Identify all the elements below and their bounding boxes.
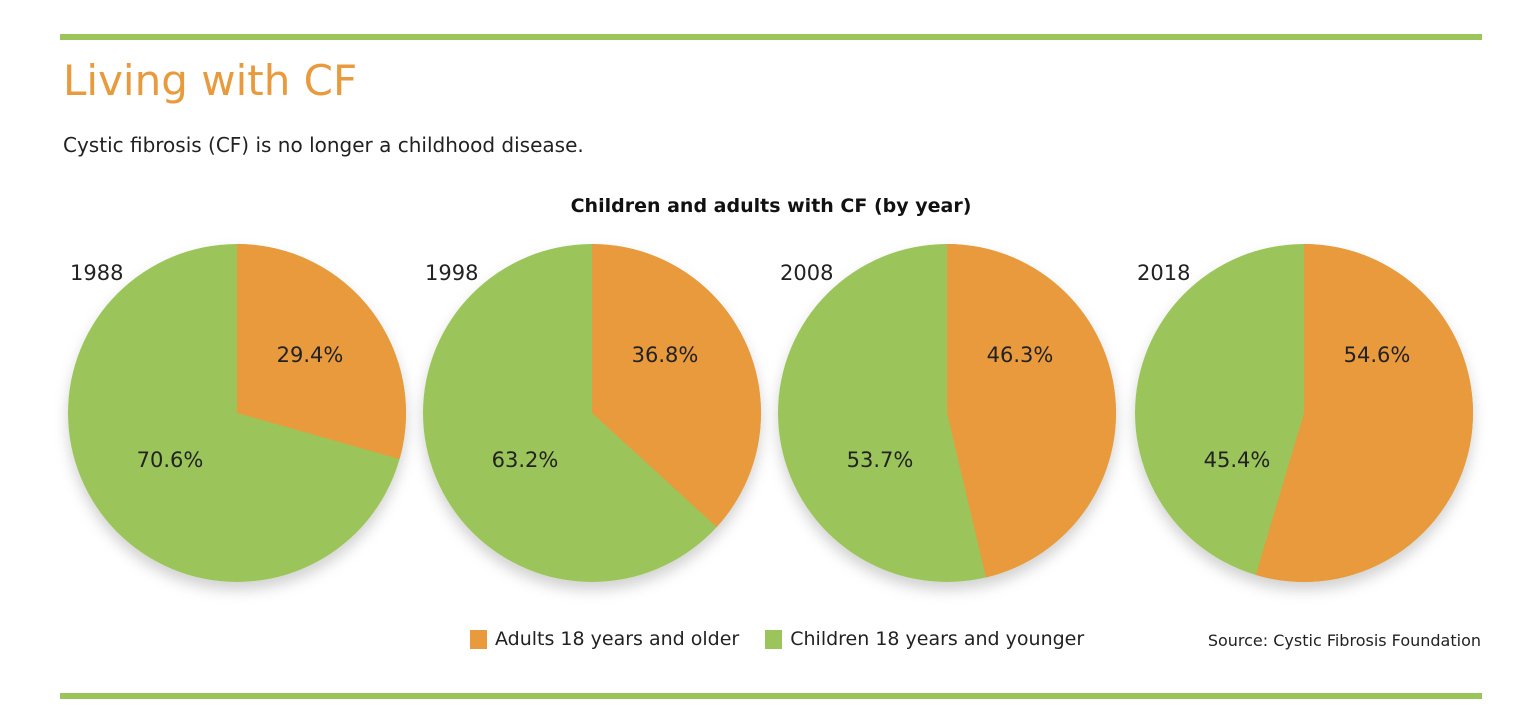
year-label: 1998 [425,261,478,285]
data-label-adults: 36.8% [632,343,699,367]
data-label-children: 53.7% [847,448,914,472]
data-label-adults: 29.4% [277,343,344,367]
adults-swatch [470,629,487,649]
data-label-children: 63.2% [492,448,559,472]
pie-2018 [1135,244,1474,582]
pie-1998 [423,244,761,582]
data-label-adults: 54.6% [1344,343,1411,367]
top-rule [60,34,1482,40]
year-label: 2018 [1137,261,1190,285]
source-note: Source: Cystic Fibrosis Foundation [1207,631,1481,650]
children-swatch [765,629,783,649]
data-label-children: 70.6% [137,448,204,472]
chart-title: Children and adults with CF (by year) [571,195,972,217]
slice-adults [947,244,1117,578]
subtitle: Cystic fibrosis (CF) is no longer a chil… [63,133,584,157]
legend-item-adults: Adults 18 years and older [470,628,739,650]
year-label: 2008 [780,261,833,285]
slice-adults [1255,244,1474,582]
slice-adults [237,244,407,460]
pie-2008 [778,244,1117,582]
legend-label: Adults 18 years and older [495,628,740,650]
pie-1988 [68,244,407,582]
legend-label: Children 18 years and younger [790,628,1085,650]
data-label-adults: 46.3% [987,343,1054,367]
bottom-rule [60,693,1482,699]
slice-adults [592,244,761,528]
legend: Adults 18 years and older Children 18 ye… [470,628,1084,650]
data-label-children: 45.4% [1204,448,1271,472]
legend-item-children: Children 18 years and younger [765,628,1084,650]
page-title: Living with CF [63,56,358,105]
year-label: 1988 [70,261,123,285]
